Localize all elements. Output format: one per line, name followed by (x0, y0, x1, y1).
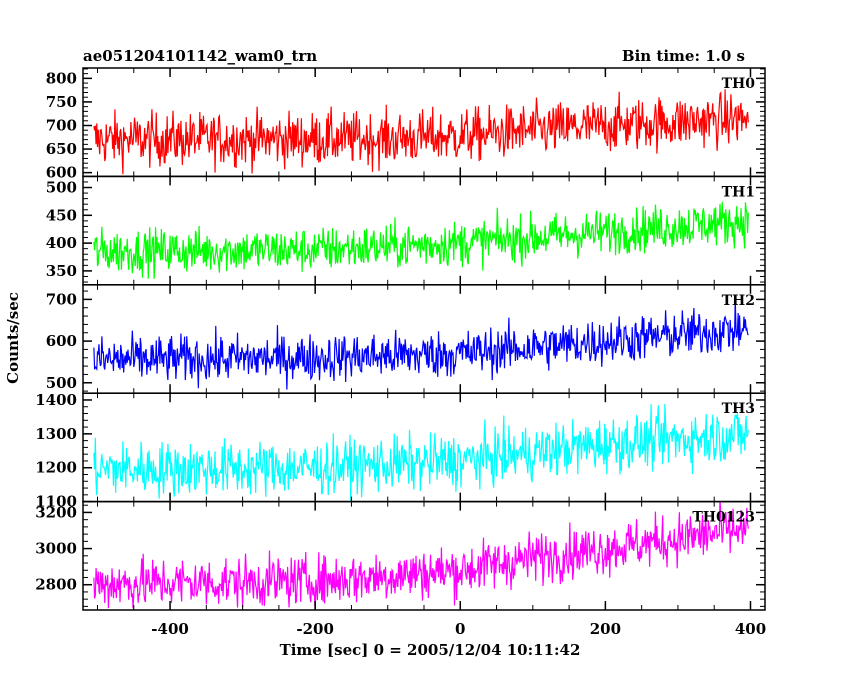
panel-name-label: TH0123 (692, 510, 755, 526)
panel-name-label: TH0 (722, 76, 756, 92)
y-tick-label: 3000 (35, 540, 77, 558)
x-tick-label: -400 (151, 620, 189, 638)
y-tick-label: 750 (46, 93, 77, 111)
y-tick-label: 500 (46, 179, 77, 197)
series-line-th3 (93, 403, 749, 502)
y-tick-label: 400 (46, 234, 77, 252)
y-tick-label: 600 (46, 332, 77, 350)
panel-name-label: TH3 (722, 401, 755, 417)
y-tick-label: 2800 (35, 576, 77, 594)
x-tick-label: -200 (296, 620, 334, 638)
x-tick-label: 200 (590, 620, 621, 638)
series-line-th1 (93, 201, 749, 279)
x-axis-title: Time [sec] 0 = 2005/12/04 10:11:42 (280, 641, 581, 659)
y-tick-label: 700 (46, 116, 77, 134)
x-tick-label: 0 (455, 620, 465, 638)
y-tick-label: 1100 (35, 493, 77, 511)
panel-frame (82, 175, 766, 286)
panel-name-label: TH1 (722, 184, 755, 200)
y-tick-label: 350 (46, 262, 77, 280)
series-line-th0 (93, 89, 749, 175)
y-tick-label: 1400 (35, 391, 77, 409)
y-axis-title: Counts/sec (4, 292, 22, 384)
y-tick-label: 600 (46, 164, 77, 182)
y-tick-label: 1300 (35, 425, 77, 443)
chart-title: ae051204101142_wam0_trn (83, 47, 317, 65)
y-tick-label: 650 (46, 140, 77, 158)
y-tick-label: 1200 (35, 459, 77, 477)
y-tick-label: 700 (46, 290, 77, 308)
series-line-th0123 (93, 501, 749, 611)
y-tick-label: 800 (46, 69, 77, 87)
panel-name-label: TH2 (722, 293, 755, 309)
y-tick-label: 3200 (35, 503, 77, 521)
y-tick-label: 500 (46, 374, 77, 392)
x-tick-label: 400 (735, 620, 766, 638)
bin-time-label: Bin time: 1.0 s (622, 47, 745, 65)
series-line-th2 (93, 299, 749, 390)
y-tick-label: 450 (46, 206, 77, 224)
